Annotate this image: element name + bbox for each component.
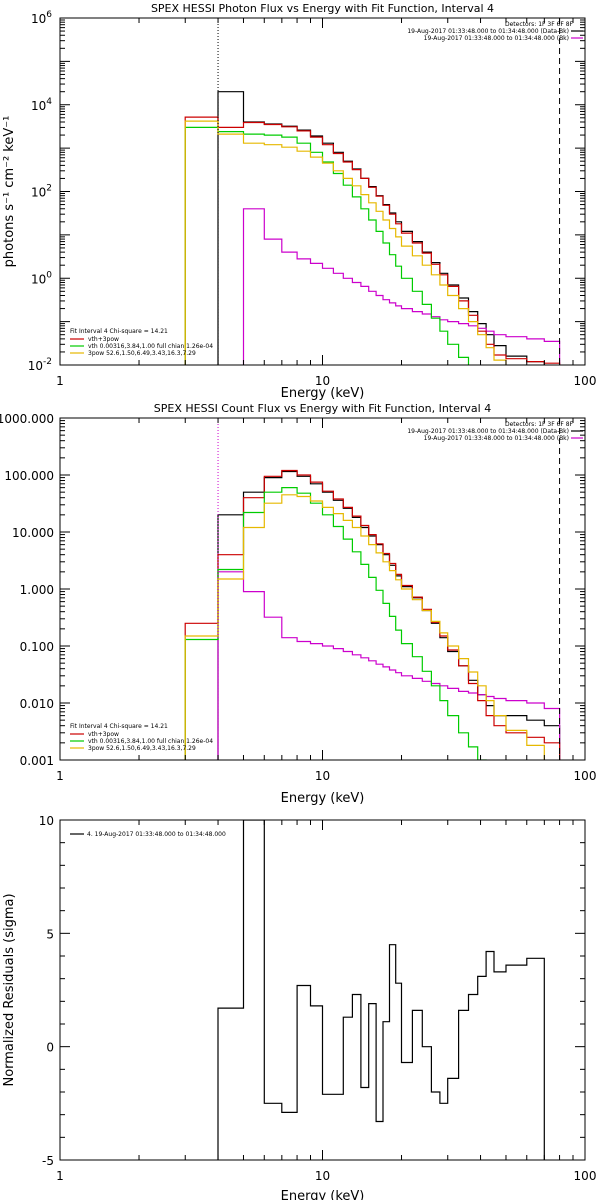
y-tick-label: 0 — [46, 1041, 54, 1055]
y-tick-base: 10 — [28, 359, 43, 373]
y-tick-label: 0.010 — [20, 697, 54, 711]
chart-panel-1: SPEX HESSI Photon Flux vs Energy with Fi… — [2, 2, 596, 401]
x-axis: 1 10 100 Energy (keV) — [56, 418, 596, 806]
series-group — [184, 91, 561, 365]
series-line-vth — [184, 487, 487, 760]
series-group — [184, 469, 561, 760]
legend-fit-header: Fit Interval 4 Chi-square = 14.21 — [70, 328, 168, 335]
y-tick-label: 106 — [31, 10, 52, 26]
y-tick-label: 102 — [31, 184, 52, 200]
x-tick-label: 1 — [56, 1169, 64, 1183]
x-tick-label: 100 — [574, 1169, 597, 1183]
legends: 4. 19-Aug-2017 01:33:48.000 to 01:34:48.… — [70, 831, 226, 838]
y-tick-label: -5 — [42, 1154, 54, 1168]
y-tick-exponent: -2 — [43, 357, 52, 367]
y-tick-base: 10 — [31, 272, 46, 286]
y-axis: 10 5 0 -5 Normalized Residuals (sigma) — [2, 814, 585, 1168]
chart-title: SPEX HESSI Photon Flux vs Energy with Fi… — [151, 2, 494, 15]
plot-frame — [59, 417, 586, 761]
y-tick-label: 10-2 — [28, 357, 52, 373]
y-tick-label: 1.000 — [20, 583, 54, 597]
y-axis-label: Normalized Residuals (sigma) — [2, 893, 17, 1086]
y-tick-exponent: 2 — [46, 184, 52, 194]
x-axis-label: Energy (keV) — [281, 1189, 365, 1200]
y-tick-label: 104 — [31, 97, 52, 113]
legend-entry-label: 19-Aug-2017 01:33:48.000 to 01:34:48.000… — [407, 28, 569, 35]
legend-entry-label: 19-Aug-2017 01:33:48.000 to 01:34:48.000… — [407, 428, 569, 435]
x-axis: 1 10 100 Energy (keV) — [56, 18, 596, 401]
x-tick-label: 10 — [315, 769, 330, 783]
legend-detectors: Detectors: 1F 3F 6F 8F — [505, 21, 574, 28]
x-axis-label: Energy (keV) — [281, 386, 365, 401]
chart-title: SPEX HESSI Count Flux vs Energy with Fit… — [154, 402, 491, 415]
series-line-3pow — [184, 120, 507, 365]
y-tick-exponent: 0 — [46, 270, 52, 280]
x-axis: 1 10 100 Energy (keV) — [56, 820, 597, 1204]
legend-entry-label: 19-Aug-2017 01:33:48.000 to 01:34:48.000… — [424, 435, 569, 442]
legend-entry-label: 3pow 52.6,1.50,6.49,3.43,16.3,7.29 — [88, 745, 196, 752]
legend-entry-label: vth 0.00316,3.84,1.00 full chian 1.26e-0… — [88, 738, 213, 745]
y-tick-label: 10 — [39, 814, 54, 828]
y-tick-label: 100.000 — [4, 469, 54, 483]
series-group — [217, 820, 545, 1160]
legend-entry-label: 4. 19-Aug-2017 01:33:48.000 to 01:34:48.… — [87, 831, 226, 838]
legend-entry-label: vth 0.00316,3.84,1.00 full chian 1.26e-0… — [88, 343, 213, 350]
y-tick-label: 100 — [31, 270, 52, 286]
y-tick-label: 1000.000 — [0, 412, 54, 426]
series-line-vth-3pow — [184, 116, 561, 365]
chart-panel-3: 1 10 100 Energy (keV) 10 5 0 -5 Normalized Resid… — [2, 814, 597, 1204]
legend-entry-label: vth+3pow — [88, 731, 119, 738]
y-tick-label: 10.000 — [12, 526, 54, 540]
x-tick-label: 100 — [574, 769, 597, 783]
legend-entry-label: vth+3pow — [88, 336, 119, 343]
series-line-bkg — [242, 208, 561, 365]
x-tick-label: 1 — [56, 769, 64, 783]
y-axis-label: photons s⁻¹ cm⁻² keV⁻¹ — [2, 116, 17, 268]
y-tick-label: 5 — [46, 927, 54, 941]
y-tick-exponent: 4 — [46, 97, 52, 107]
legend-detectors: Detectors: 1F 3F 6F 8F — [505, 421, 574, 428]
series-line-data — [217, 470, 561, 760]
series-line-vth — [184, 126, 470, 365]
x-tick-label: 100 — [574, 374, 597, 388]
series-line-vth-3pow — [184, 469, 561, 760]
x-axis-label: Energy (keV) — [281, 791, 365, 806]
y-tick-base: 10 — [31, 12, 46, 26]
legend-fit-header: Fit Interval 4 Chi-square = 14.21 — [70, 723, 168, 730]
plot-frame — [59, 17, 586, 366]
y-tick-label: 0.100 — [20, 640, 54, 654]
chart-panel-2: SPEX HESSI Count Flux vs Energy with Fit… — [0, 402, 596, 806]
y-tick-base: 10 — [31, 186, 46, 200]
y-axis: 1000.000 100.000 10.000 1.000 0.100 0.010 0.00… — [0, 412, 585, 768]
plot-frame — [59, 819, 586, 1161]
series-line-4-19-aug-2017-01-33-48-000-to-01-34-48-000 — [217, 820, 545, 1160]
x-tick-label: 10 — [315, 1169, 330, 1183]
y-tick-base: 10 — [31, 99, 46, 113]
series-line-3pow — [184, 494, 545, 760]
x-tick-label: 10 — [315, 374, 330, 388]
x-tick-label: 1 — [56, 374, 64, 388]
y-tick-label: 0.001 — [20, 754, 54, 768]
y-tick-exponent: 6 — [46, 10, 52, 20]
legend-entry-label: 3pow 52.6,1.50,6.49,3.43,16.3,7.29 — [88, 350, 196, 357]
legend-entry-label: 19-Aug-2017 01:33:48.000 to 01:34:48.000… — [424, 35, 569, 42]
